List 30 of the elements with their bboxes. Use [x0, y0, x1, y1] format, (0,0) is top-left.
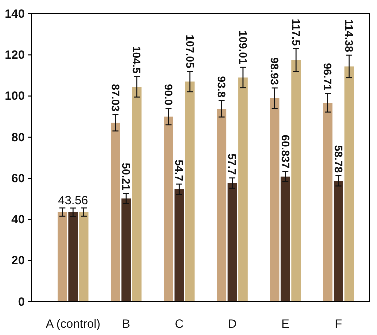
y-tick-label: 40 — [12, 212, 26, 227]
y-tick-label: 60 — [12, 171, 26, 186]
x-tick-label: E — [282, 316, 290, 331]
data-label: 107.05 — [183, 34, 196, 68]
data-label: 109.01 — [236, 30, 248, 64]
y-tick-label: 20 — [12, 254, 26, 268]
x-tick-label: D — [228, 316, 238, 331]
data-label: 98.93 — [268, 58, 280, 86]
data-label: 54.7 — [172, 160, 185, 182]
data-label: 117.5 — [289, 19, 302, 46]
data-label: 87.03 — [108, 84, 121, 112]
data-label: 96.71 — [321, 63, 334, 91]
x-tick-label: A (control) — [46, 316, 101, 331]
y-tick-label: 140 — [4, 6, 26, 21]
x-tick-label: C — [175, 316, 184, 331]
data-label: 114.38 — [342, 19, 355, 52]
x-tick-label: F — [335, 316, 342, 331]
data-label: 57.7 — [226, 154, 238, 176]
y-tick-label: 0 — [18, 294, 26, 309]
data-label: 90.0 — [162, 84, 174, 106]
y-tick-label: 100 — [4, 89, 26, 104]
y-tick-label: 120 — [4, 48, 26, 62]
data-label: 50.21 — [120, 163, 132, 191]
data-label: 93.8 — [215, 76, 227, 98]
data-label: 58.78 — [332, 145, 344, 173]
data-label: 60.837 — [278, 135, 291, 169]
y-tick-label: 80 — [12, 130, 26, 144]
data-label: 104.5 — [130, 46, 142, 74]
data-label: 43.56 — [58, 193, 89, 208]
x-tick-label: B — [122, 316, 130, 331]
